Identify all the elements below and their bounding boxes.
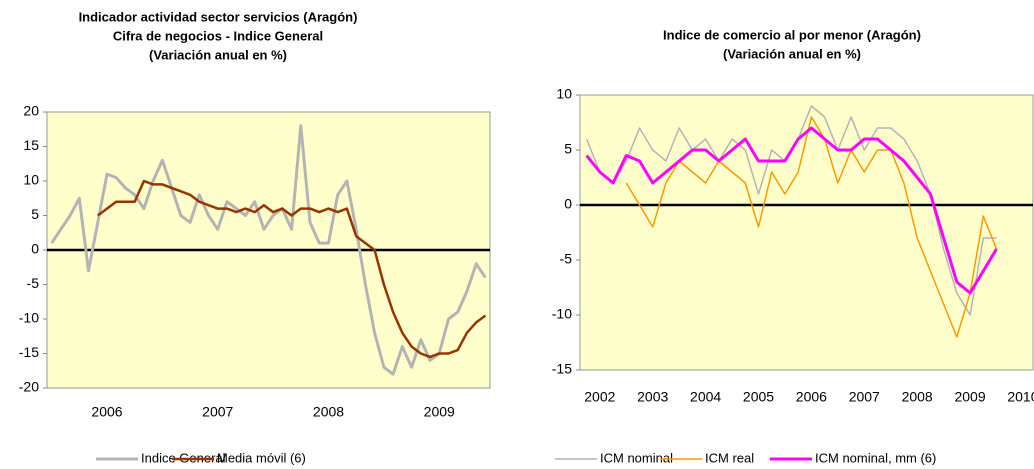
x-tick-label: 2010 [1007, 389, 1034, 405]
series-line [97, 179, 487, 359]
legend-label: Media móvil (6) [217, 450, 306, 465]
legend-label: ICM nominal [600, 450, 673, 465]
series-group [47, 124, 490, 376]
x-tick-label: 2005 [743, 389, 774, 405]
series-line [50, 124, 487, 376]
chart-title: Indicador actividad sector servicios (Ar… [79, 9, 358, 24]
chart-title: (Variación anual en %) [723, 46, 861, 61]
legend-label: ICM nominal, mm (6) [815, 450, 936, 465]
y-tick-label: -15 [552, 361, 572, 377]
y-tick-label: 10 [23, 172, 39, 188]
series-group [580, 105, 1033, 338]
series-line [625, 116, 998, 338]
y-tick-label: -20 [19, 379, 39, 395]
x-tick-label: 2008 [313, 404, 344, 420]
y-tick-label: 20 [23, 103, 39, 119]
series-line [585, 126, 998, 295]
x-tick-label: 2007 [202, 404, 233, 420]
y-tick-label: -10 [19, 310, 39, 326]
x-tick-label: 2003 [637, 389, 668, 405]
x-tick-label: 2007 [849, 389, 880, 405]
chart-title: Indice de comercio al por menor (Aragón) [663, 27, 921, 42]
y-tick-label: 0 [564, 196, 572, 212]
x-tick-label: 2009 [424, 404, 455, 420]
y-tick-label: -5 [560, 251, 573, 267]
y-tick-label: 15 [23, 137, 39, 153]
y-tick-label: -15 [19, 344, 39, 360]
x-tick-label: 2004 [690, 389, 721, 405]
legend-label: ICM real [705, 450, 754, 465]
chart-title: Cifra de negocios - Indice General [113, 28, 323, 43]
y-tick-label: -5 [27, 275, 40, 291]
x-tick-label: 2009 [954, 389, 985, 405]
chart-title: (Variación anual en %) [149, 47, 287, 62]
x-tick-label: 2006 [91, 404, 122, 420]
y-tick-label: 0 [31, 241, 39, 257]
y-tick-label: 10 [556, 86, 572, 102]
x-tick-label: 2006 [796, 389, 827, 405]
plot-area [579, 94, 1034, 371]
y-tick-label: -10 [552, 306, 572, 322]
y-tick-label: 5 [564, 141, 572, 157]
y-tick-label: 5 [31, 206, 39, 222]
x-tick-label: 2002 [584, 389, 615, 405]
x-tick-label: 2008 [902, 389, 933, 405]
